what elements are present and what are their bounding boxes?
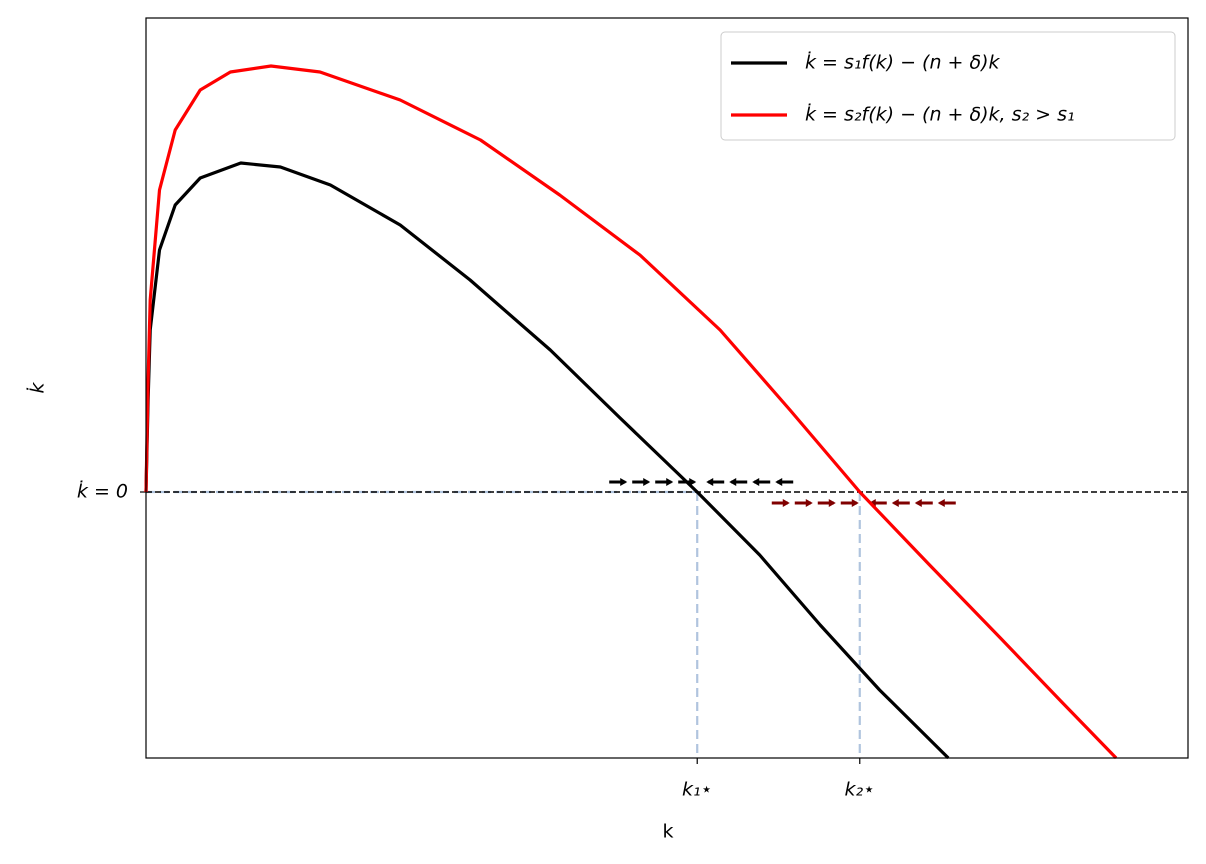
direction-arrow — [632, 478, 651, 486]
direction-arrow — [752, 478, 771, 486]
arrow-head — [752, 478, 760, 486]
direction-arrow — [840, 499, 859, 507]
arrow-head — [914, 499, 922, 507]
arrow-head — [706, 478, 714, 486]
arrow-head — [643, 478, 651, 486]
arrow-head — [937, 499, 945, 507]
direction-arrow — [706, 478, 725, 486]
arrow-head — [666, 478, 674, 486]
arrow-head — [782, 499, 790, 507]
series-line — [144, 64, 1118, 760]
legend-label: k̇ = s₁f(k) − (n + δ)k — [805, 51, 1001, 73]
legend-box — [720, 31, 1176, 141]
y-tick-label: k̇ = 0 — [77, 480, 128, 502]
arrow-head — [828, 499, 836, 507]
series-line — [144, 161, 950, 760]
legend: k̇ = s₁f(k) − (n + δ)k k̇ = s₂f(k) − (n +… — [720, 31, 1176, 141]
direction-arrow — [729, 478, 748, 486]
plot-frame — [145, 17, 1189, 759]
direction-arrow — [771, 499, 790, 507]
x-axis-label: k — [662, 821, 673, 843]
y-axis-label: k̇ — [26, 382, 48, 394]
arrow-head — [775, 478, 783, 486]
arrow-head — [620, 478, 628, 486]
direction-arrow — [817, 499, 836, 507]
direction-arrow — [775, 478, 794, 486]
direction-arrow — [914, 499, 933, 507]
x-tick-label: k₂⋆ — [845, 779, 876, 801]
legend-label: k̇ = s₂f(k) − (n + δ)k, s₂ > s₁ — [805, 103, 1075, 125]
direction-arrow — [655, 478, 674, 486]
direction-arrow — [937, 499, 956, 507]
direction-arrow — [794, 499, 813, 507]
direction-arrow — [609, 478, 628, 486]
direction-arrow — [891, 499, 910, 507]
arrow-head — [805, 499, 813, 507]
arrow-head — [851, 499, 859, 507]
arrow-head — [729, 478, 737, 486]
x-tick-label: k₁⋆ — [682, 779, 713, 801]
arrow-head — [891, 499, 899, 507]
